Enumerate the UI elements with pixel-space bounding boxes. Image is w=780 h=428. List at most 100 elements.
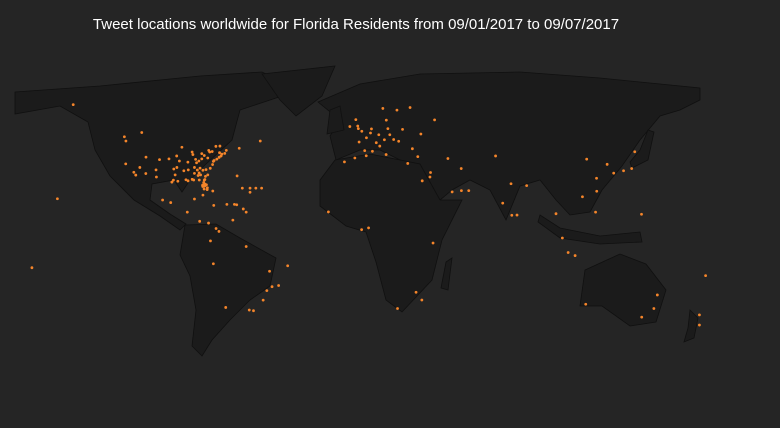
tweet-point <box>247 308 251 312</box>
tweet-point <box>396 307 399 310</box>
tweet-point <box>244 210 248 214</box>
tweet-point <box>204 174 207 178</box>
tweet-point <box>429 171 432 174</box>
eurasia <box>317 71 701 221</box>
tweet-point <box>494 154 497 158</box>
tweet-point <box>416 155 420 159</box>
tweet-point <box>343 160 346 164</box>
tweet-point <box>420 298 424 302</box>
tweet-point <box>233 202 236 206</box>
tweet-point <box>223 152 227 155</box>
tweet-point <box>265 289 269 292</box>
tweet-point <box>241 207 245 211</box>
tweet-point <box>175 154 179 158</box>
tweet-point <box>652 307 656 310</box>
tweet-point <box>367 226 370 230</box>
tweet-point <box>208 166 212 170</box>
tweet-point <box>510 213 514 217</box>
tweet-point <box>585 157 589 161</box>
tweet-point <box>630 167 634 170</box>
tweet-point <box>186 179 190 183</box>
map-title: Tweet locations worldwide for Florida Re… <box>93 16 619 33</box>
tweet-point <box>212 203 216 207</box>
tweet-point <box>640 212 643 216</box>
tweet-point <box>356 124 360 128</box>
tweet-point <box>354 118 358 122</box>
tweet-point <box>384 118 388 122</box>
tweet-point <box>370 127 373 131</box>
tweet-point <box>401 128 404 131</box>
tweet-point <box>594 210 597 214</box>
tweet-point <box>211 163 214 166</box>
tweet-point <box>144 172 148 175</box>
tweet-point <box>450 190 454 194</box>
tweet-point <box>515 213 519 217</box>
tweet-point <box>200 157 204 161</box>
tweet-point <box>214 144 218 148</box>
tweet-point <box>595 189 599 193</box>
tweet-point <box>560 236 564 240</box>
tweet-point <box>132 170 136 174</box>
tweet-point <box>414 290 418 294</box>
tweet-point <box>270 285 274 289</box>
tweet-point <box>169 201 173 204</box>
tweet-point <box>197 159 201 163</box>
tweet-point <box>203 178 207 181</box>
tweet-point <box>195 161 198 165</box>
tweet-point <box>509 182 513 186</box>
tweet-point <box>363 149 367 152</box>
tweet-point <box>433 118 436 122</box>
tweet-point <box>190 150 194 154</box>
tweet-point <box>268 269 271 273</box>
tweet-point <box>122 135 126 139</box>
tweet-point <box>218 151 221 155</box>
tweet-point <box>384 153 388 156</box>
tweet-point <box>525 184 529 188</box>
tweet-point <box>595 176 598 180</box>
tweet-point <box>225 202 229 206</box>
tweet-point <box>377 133 381 137</box>
tweet-point <box>201 168 205 172</box>
tweet-point <box>190 177 194 181</box>
tweet-point <box>348 125 352 128</box>
tweet-point <box>378 144 382 148</box>
tweet-point <box>175 166 179 169</box>
tweet-point <box>206 173 210 177</box>
tweet-point <box>254 186 258 190</box>
tweet-point <box>215 157 219 161</box>
tweet-point <box>446 157 450 160</box>
tweet-point <box>204 168 208 172</box>
tweet-point <box>231 218 235 222</box>
tweet-point <box>186 168 190 172</box>
tweet-point <box>144 155 148 159</box>
tweet-point <box>55 197 59 201</box>
south-america <box>179 223 277 357</box>
tweet-point <box>214 227 218 230</box>
tweet-point <box>220 152 224 156</box>
tweet-point <box>202 187 206 191</box>
tweet-point <box>124 162 128 166</box>
tweet-point <box>655 293 659 297</box>
tweet-point <box>360 228 364 232</box>
tweet-point <box>554 212 558 216</box>
tweet-point <box>353 156 357 160</box>
land <box>14 65 701 357</box>
tweet-point <box>30 266 34 270</box>
tweet-point <box>573 254 577 257</box>
tweet-point <box>198 219 202 223</box>
tweet-point <box>698 313 701 317</box>
tweet-point <box>704 274 707 278</box>
tweet-point <box>176 179 180 183</box>
tweet-point <box>252 309 255 313</box>
tweet-point <box>386 127 390 131</box>
tweet-point <box>205 186 209 190</box>
tweet-point <box>211 189 215 193</box>
tweet-point <box>459 167 463 170</box>
tweet-point <box>224 306 228 309</box>
tweet-point <box>410 147 414 151</box>
tweet-point <box>138 166 142 169</box>
tweet-point <box>197 171 201 175</box>
tweet-point <box>186 160 190 164</box>
tweet-point <box>467 189 471 193</box>
